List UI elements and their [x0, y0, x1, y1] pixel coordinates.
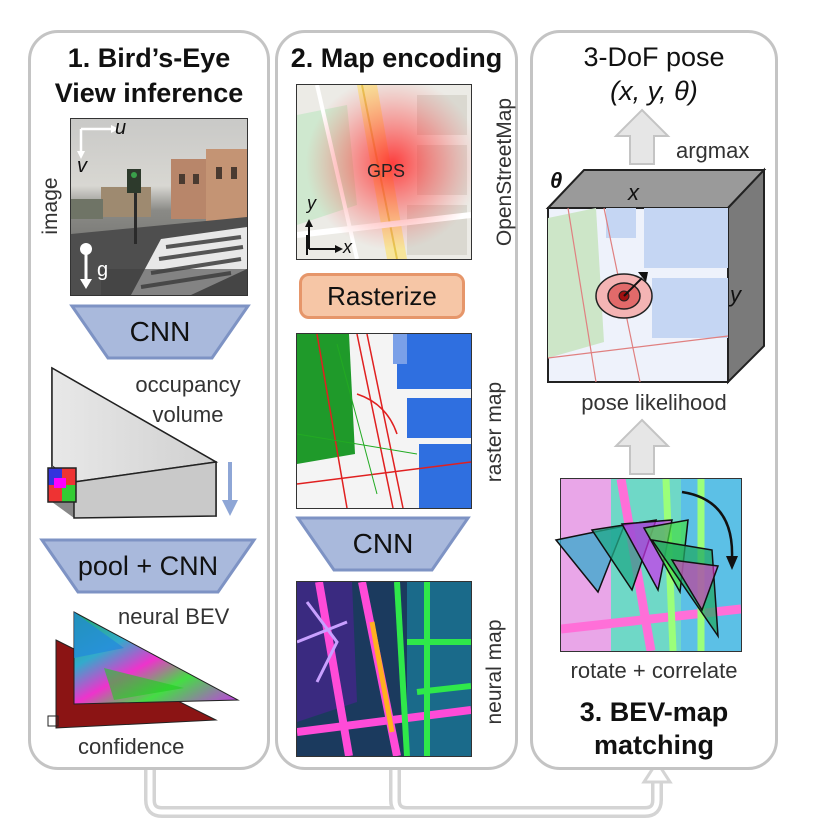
cube-y-label: y [730, 282, 741, 307]
pose-title: 3-DoF pose [583, 42, 725, 72]
image-label: image [39, 177, 62, 235]
pose-likelihood-cube [545, 167, 767, 385]
neural-bev-label: neural BEV [118, 604, 230, 629]
up-arrow-icon [613, 418, 671, 475]
pool-cnn-block-shape [39, 538, 257, 594]
occupancy-label-line2: volume [152, 402, 224, 427]
cnn-block-2-shape [295, 516, 471, 572]
pool-cnn-block-label: pool + CNN [77, 550, 219, 581]
gravity-arrow-icon [80, 243, 92, 289]
raster-map-image [296, 333, 472, 509]
rotate-correlate-label: rotate + correlate [570, 658, 738, 683]
down-arrow-icon [222, 462, 238, 516]
connector-arrowhead [641, 759, 673, 784]
street-image: u v g [70, 118, 248, 296]
neural-map-label: neural map [483, 619, 506, 725]
occupancy-label-line1: occupancy [135, 372, 241, 397]
cnn-block-2-label: CNN [352, 528, 414, 559]
map-axis-x: x [343, 237, 352, 257]
argmax-label: argmax [676, 138, 750, 163]
panel1-title-line1: 1. Bird’s-Eye [67, 43, 231, 73]
panel3-title-line1: 3. BEV-map [579, 697, 729, 727]
cnn-block-1-label: CNN [129, 316, 191, 347]
axis-g: g [97, 259, 109, 281]
panel1-title-line2: View inference [54, 78, 244, 108]
image-axes-icon [77, 125, 119, 159]
neural-map-image [296, 581, 472, 757]
connector-panel1-to-panel3 [144, 766, 663, 818]
map-axis-y: y [307, 193, 316, 213]
axis-u: u [115, 118, 127, 139]
cube-theta-label: θ [550, 168, 563, 193]
cnn-block-1-shape [69, 304, 251, 360]
panel2-title: 2. Map encoding [290, 43, 503, 73]
rasterize-block: Rasterize [299, 273, 465, 319]
cube-x-label: x [628, 180, 639, 205]
confidence-label: confidence [78, 734, 185, 759]
occupancy-volume-shape [47, 366, 219, 519]
neural-bev-shape [47, 611, 240, 729]
gps-label: GPS [367, 161, 406, 181]
osm-label: OpenStreetMap [493, 97, 516, 247]
argmax-arrow-icon [613, 108, 671, 165]
osm-map-image: GPS y x [296, 84, 472, 260]
rotated-bev-stack [554, 490, 738, 639]
map-axes-icon [305, 219, 343, 253]
panel3-title-line2: matching [593, 730, 714, 760]
connector-inner-1 [147, 766, 660, 815]
raster-map-label: raster map [483, 381, 506, 483]
axis-v: v [77, 155, 87, 177]
pose-likelihood-label: pose likelihood [581, 390, 727, 415]
connector-inner-2 [392, 766, 408, 815]
pose-vars: (x, y, θ) [610, 76, 698, 106]
